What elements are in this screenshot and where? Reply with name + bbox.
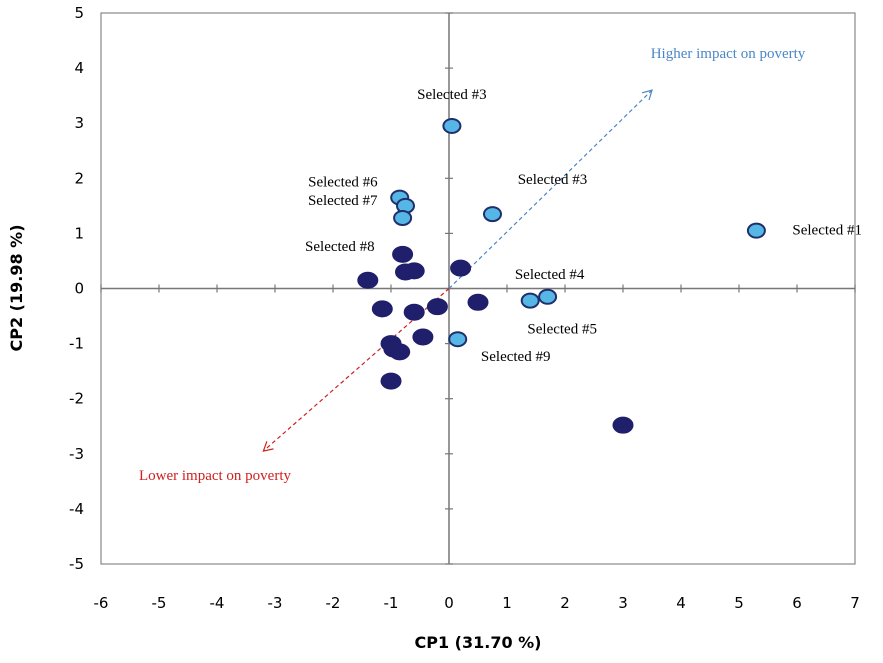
selected-point-label: Selected #3: [518, 172, 588, 188]
data-point: [467, 293, 489, 311]
data-point: [403, 303, 425, 321]
selected-point: [520, 292, 540, 309]
data-point: [389, 343, 411, 361]
lower-impact-label: Lower impact on poverty: [139, 468, 292, 484]
selected-point: [483, 206, 502, 223]
selected-point-label: Selected #9: [481, 349, 551, 365]
x-tick-label: 5: [734, 594, 744, 612]
selected-point: [746, 222, 766, 239]
x-tick-label: -6: [94, 594, 109, 612]
x-tick-label: 4: [676, 594, 686, 612]
x-axis-title: CP1 (31.70 %): [414, 633, 541, 652]
selected-point-label: Selected #3: [417, 87, 487, 103]
selected-point: [393, 209, 413, 226]
data-point: [450, 259, 472, 277]
selected-point-label: Selected #4: [515, 267, 585, 283]
higher-impact-arrow: [448, 89, 653, 289]
x-tick-label: 2: [560, 594, 570, 612]
selected-point: [538, 288, 558, 305]
x-tick-label: -2: [326, 594, 341, 612]
y-tick-label: -1: [69, 335, 84, 353]
y-axis-title: CP2 (19.98 %): [7, 224, 26, 351]
x-tick-label: -1: [384, 594, 399, 612]
x-tick-label: 1: [502, 594, 512, 612]
data-point: [371, 300, 393, 318]
selected-point-label: Selected #5: [527, 322, 597, 338]
selected-point-label: Selected #1: [792, 223, 862, 239]
y-tick-label: -4: [69, 500, 84, 518]
data-point: [380, 372, 402, 390]
x-tick-label: 0: [444, 594, 454, 612]
selected-point: [448, 331, 468, 348]
selected-point-label: Selected #6: [308, 175, 378, 191]
x-tick-label: -5: [152, 594, 167, 612]
y-tick-label: -2: [69, 390, 84, 408]
y-tick-label: -3: [69, 445, 84, 463]
y-tick-label: 1: [74, 224, 84, 242]
data-point: [403, 262, 425, 280]
y-tick-label: 3: [74, 114, 84, 132]
y-tick-label: 0: [74, 280, 84, 298]
higher-impact-label: Higher impact on poverty: [651, 46, 806, 62]
y-tick-label: 4: [74, 59, 84, 77]
y-tick-label: 2: [74, 169, 84, 187]
lower-impact-arrow: [262, 288, 450, 452]
data-point: [392, 245, 414, 263]
x-tick-label: -4: [210, 594, 225, 612]
selected-point-label: Selected #8: [305, 239, 375, 255]
x-tick-label: 7: [850, 594, 860, 612]
data-point: [412, 328, 434, 346]
x-tick-label: 3: [618, 594, 628, 612]
selected-point: [442, 117, 462, 134]
y-tick-label: -5: [69, 555, 84, 573]
data-point: [426, 298, 448, 316]
data-point: [612, 416, 634, 434]
y-tick-label: 5: [74, 4, 84, 22]
x-tick-label: 6: [792, 594, 802, 612]
data-point: [357, 271, 379, 289]
selected-point-label: Selected #7: [308, 193, 378, 209]
x-tick-label: -3: [268, 594, 283, 612]
